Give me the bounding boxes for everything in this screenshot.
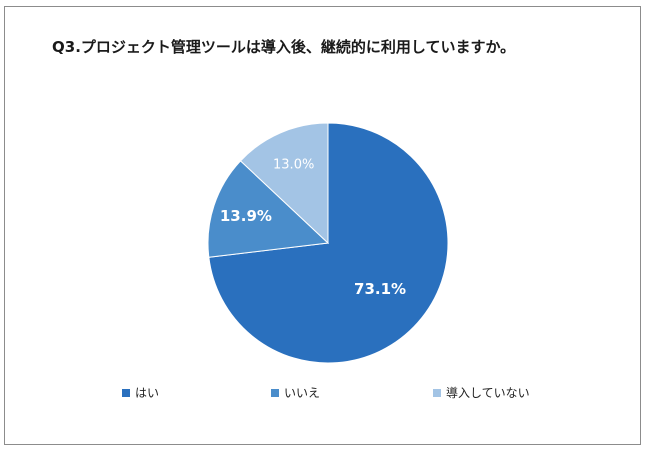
data-label-not-introduced: 13.0%	[273, 158, 314, 173]
slice-iie	[207, 160, 330, 258]
legend-swatch-hai	[122, 388, 130, 397]
legend-item-hai: はい	[122, 384, 159, 401]
legend-label-not-introduced: 導入していない	[446, 386, 530, 400]
legend-swatch-not-introduced	[433, 388, 441, 397]
data-label-hai: 73.1%	[354, 280, 406, 298]
legend-item-not-introduced: 導入していない	[433, 384, 530, 401]
legend-item-iie: いいえ	[271, 384, 320, 401]
slice-not-introduced	[239, 122, 329, 245]
legend-label-iie: いいえ	[284, 386, 321, 400]
data-label-iie: 13.9%	[220, 207, 272, 225]
chart-title: Q3.プロジェクト管理ツールは導入後、継続的に利用していますか。	[52, 38, 516, 56]
legend-label-hai: はい	[135, 386, 160, 400]
legend: はい いいえ 導入していない	[0, 384, 650, 404]
legend-swatch-iie	[271, 388, 279, 397]
